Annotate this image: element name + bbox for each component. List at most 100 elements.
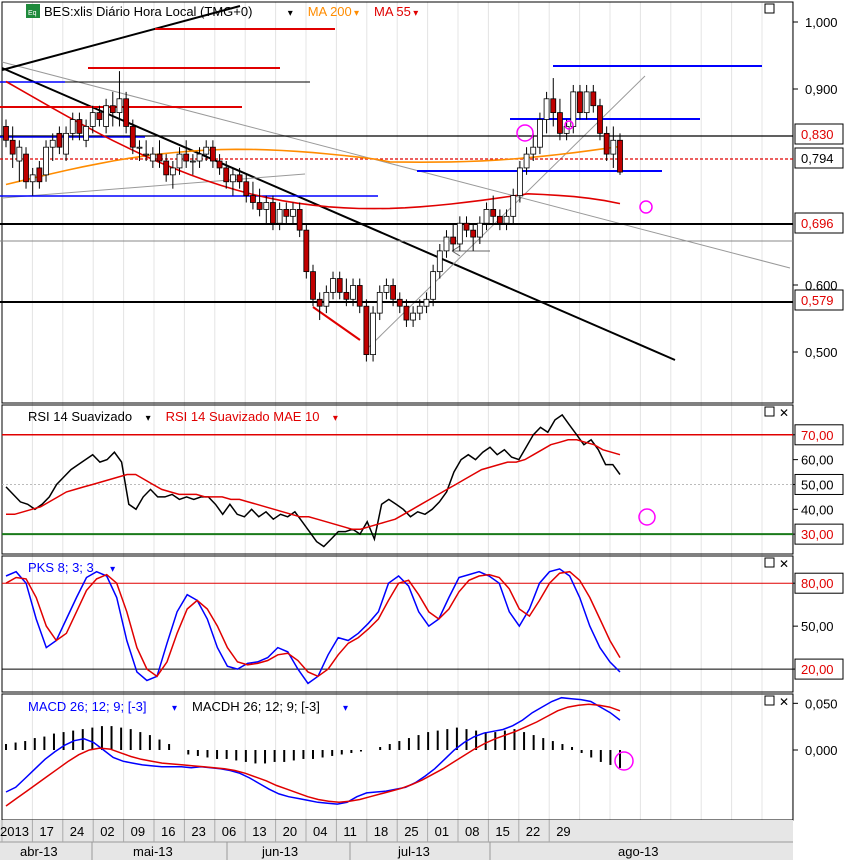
trendline-channel-low [1,173,306,199]
x-axis-day-label: 22 [526,824,540,839]
eq-icon [26,4,40,18]
legend-dropdown-icon: ▾ [354,8,359,19]
trendline-up-early [1,5,241,71]
candle [563,126,570,134]
candle [470,229,477,238]
axis-tick-label: 50,00 [801,477,834,492]
rsi-line [5,413,621,548]
candle [330,278,336,293]
candle [617,139,623,173]
x-axis-day-label: 11 [343,824,357,839]
candle [3,126,9,141]
close-icon: ✕ [779,406,789,420]
candle [503,215,510,224]
legend-dropdown-icon: ▾ [288,8,293,19]
x-axis-day-label: 02 [100,824,114,839]
close-icon: ✕ [779,695,789,709]
candle [236,174,243,183]
x-axis-day-label: 17 [39,824,53,839]
trendline-red-low [312,306,361,341]
candle [343,291,350,300]
maximize-icon [764,406,775,417]
x-axis-day-label: 24 [70,824,84,839]
axis-tick-label: 60,00 [801,453,834,468]
candle [136,146,143,149]
annotation-circle [564,120,574,130]
x-axis-day-label: 01 [435,824,449,839]
candle [456,222,463,245]
price-panel: Eq BES:xlis Diário Hora Local (TMG+0) ▾ MA … [0,4,793,362]
candle [156,153,163,162]
x-axis-day-label: 06 [222,824,236,839]
candle [303,229,310,273]
maximize-icon [764,3,775,14]
candle [216,160,223,169]
candle [209,146,216,162]
candle [310,271,316,300]
legend-dropdown-icon: ▾ [333,413,338,424]
axis-tick-label: 0,000 [805,743,838,758]
candle [423,298,430,307]
axis-tick-label: 20,00 [801,662,834,677]
candle [370,312,376,356]
rsi-ema-line [6,439,621,530]
candle [577,91,583,114]
candle [430,271,437,300]
candle [63,132,69,155]
axis-tick-label: 1,000 [805,15,838,30]
legend-item: MACD 26; 12; 9; [-3] [28,699,147,714]
annotation-circle [614,751,634,771]
candle [36,167,43,183]
candle [250,195,256,203]
candle [510,195,517,217]
axis-tick-label: 0,600 [805,278,838,293]
legend-item: MACDH 26; 12; 9; [-3] [192,699,320,714]
candle [169,167,176,176]
grid [1,2,793,820]
candle [243,181,250,196]
candle [143,153,150,156]
candle [56,132,63,148]
candle [603,132,610,155]
price-label: 0,696 [801,216,834,231]
legend-item: BES:xlis Diário Hora Local (TMG+0) [44,4,252,19]
candle [496,215,503,224]
candle [363,305,370,356]
candle [356,285,363,307]
candle [23,153,29,183]
x-axis-month-label: jul-13 [397,844,430,859]
close-icon: ✕ [779,557,789,571]
x-axis: 2013 17 24 02 09 16 23 06 13 20 04 11 18 25 01 08 15 22 29… [0,820,793,860]
candle [350,285,356,300]
maximize-icon [764,695,775,706]
candle [270,202,276,224]
candle [290,209,296,217]
x-axis-day-label: 04 [313,824,327,839]
candle [390,285,396,300]
trendline-gray-long [1,61,791,269]
annotation-circle [516,124,534,142]
x-axis-day-label: 18 [374,824,388,839]
candle [263,202,270,210]
axis-tick-label: 50,00 [801,619,834,634]
axis-tick-label: 0,900 [805,82,838,97]
candles [3,71,623,362]
candle [189,160,196,163]
candle [103,105,110,127]
candle [543,98,550,120]
x-axis-month-label: jun-13 [261,844,298,859]
candle [450,236,457,245]
x-axis-day-label: 09 [131,824,145,839]
ma200-line [5,145,621,186]
axis-tick-label: 70,00 [801,428,834,443]
axis-tick-label: 0,500 [805,345,838,360]
x-axis-day-label: 2013 [0,824,29,839]
candle [83,126,89,141]
candle [597,105,603,134]
price-label: 0,794 [801,151,834,166]
candle [43,146,49,176]
rsi-panel: RSI 14 Suavizado ▾ RSI 14 Suavizado MAE 10… [2,409,793,548]
trendline-down [1,67,676,361]
candle [443,236,450,252]
